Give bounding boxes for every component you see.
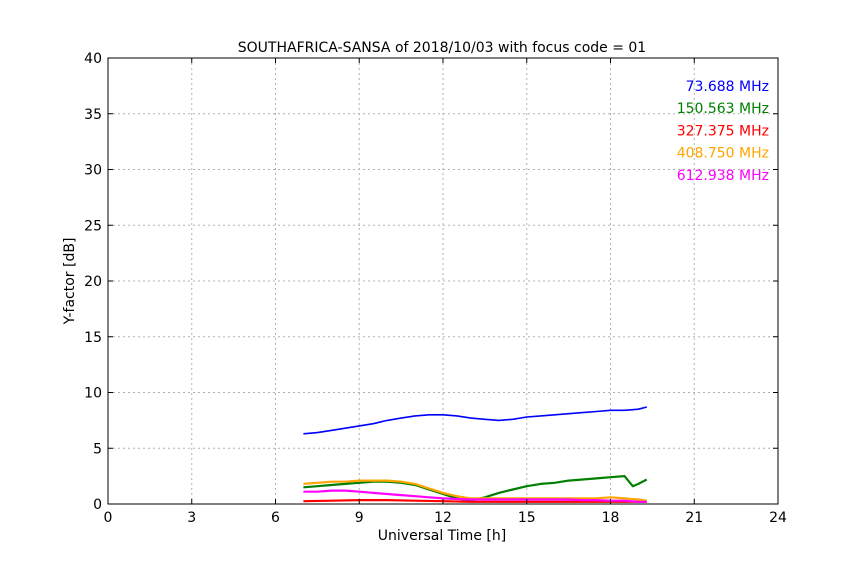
series-line-0 [303, 406, 648, 435]
y-axis-label: Y-factor [dB] [62, 238, 78, 326]
x-tick-label: 12 [434, 510, 452, 526]
x-tick-label: 0 [104, 510, 113, 526]
x-tick-label: 15 [518, 510, 536, 526]
y-tick-label: 15 [84, 330, 102, 346]
chart-title: SOUTHAFRICA-SANSA of 2018/10/03 with foc… [238, 40, 646, 56]
x-tick-label: 21 [685, 510, 703, 526]
x-tick-label: 9 [355, 510, 364, 526]
y-tick-label: 5 [93, 441, 102, 457]
y-tick-label: 40 [84, 51, 102, 67]
x-tick-label: 6 [271, 510, 280, 526]
legend: 73.688 MHz 150.563 MHz 327.375 MHz 408.750 … [677, 79, 769, 184]
x-axis-label: Universal Time [h] [378, 528, 506, 544]
x-tick-label: 3 [187, 510, 196, 526]
axis-ticks: 0 3 6 9 12 15 18 21 24 0 5 10 15 20 25 30 35 40 [84, 51, 787, 526]
grid [108, 58, 778, 504]
x-tick-label: 18 [602, 510, 620, 526]
x-tick-label: 24 [769, 510, 787, 526]
y-tick-label: 20 [84, 274, 102, 290]
y-tick-label: 10 [84, 386, 102, 402]
legend-entry-0: 73.688 MHz [686, 79, 769, 95]
legend-entry-3: 408.750 MHz [677, 146, 769, 162]
series-line-4 [303, 489, 647, 503]
legend-entry-1: 150.563 MHz [677, 101, 769, 117]
y-tick-label: 25 [84, 218, 102, 234]
y-tick-label: 35 [84, 107, 102, 123]
legend-entry-4: 612.938 MHz [677, 168, 769, 184]
series-layer [303, 406, 648, 503]
y-tick-label: 0 [93, 497, 102, 513]
series-line-2 [303, 499, 647, 503]
y-tick-label: 30 [84, 163, 102, 179]
legend-entry-2: 327.375 MHz [677, 123, 769, 139]
